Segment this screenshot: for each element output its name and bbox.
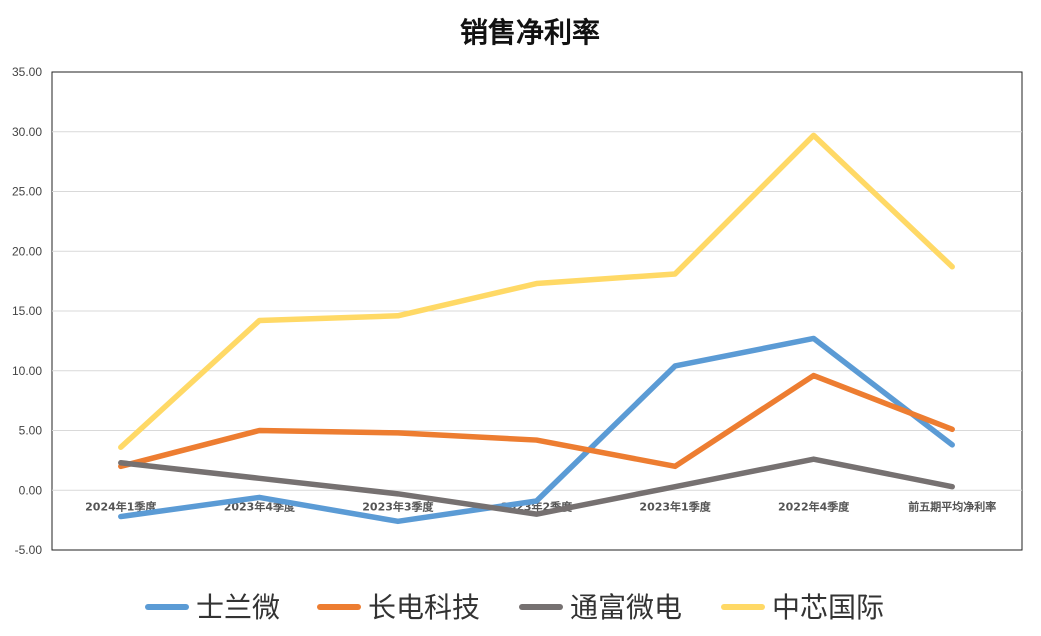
x-tick-label: 2023年1季度 — [639, 499, 711, 513]
chart-title: 销售净利率 — [460, 16, 600, 49]
series-line-4 — [118, 132, 955, 450]
legend-item: 中芯国际 — [721, 591, 884, 624]
x-tick-label: 2024年1季度 — [85, 499, 157, 513]
y-tick-label: -5.00 — [15, 543, 43, 557]
y-tick-label: 20.00 — [12, 244, 42, 258]
y-tick-label: 30.00 — [12, 125, 42, 139]
legend-label: 士兰微 — [196, 591, 280, 624]
y-tick-label: 25.00 — [12, 185, 42, 199]
x-tick-label: 2023年3季度 — [362, 499, 434, 513]
y-tick-label: 5.00 — [19, 424, 43, 438]
y-tick-label: 10.00 — [12, 364, 42, 378]
legend-item: 长电科技 — [317, 591, 480, 624]
legend-label: 通富微电 — [570, 591, 682, 624]
y-tick-label: 35.00 — [12, 65, 42, 79]
series-line-2 — [118, 372, 955, 470]
x-tick-label: 2022年4季度 — [778, 499, 850, 513]
x-tick-label: 前五期平均净利率 — [908, 499, 996, 513]
legend-label: 长电科技 — [368, 591, 480, 624]
y-tick-label: 0.00 — [19, 483, 43, 497]
legend-item: 通富微电 — [519, 591, 682, 624]
legend-item: 士兰微 — [145, 591, 280, 624]
series-line-1 — [118, 335, 955, 525]
legend-label: 中芯国际 — [772, 591, 884, 624]
y-tick-label: 15.00 — [12, 304, 42, 318]
